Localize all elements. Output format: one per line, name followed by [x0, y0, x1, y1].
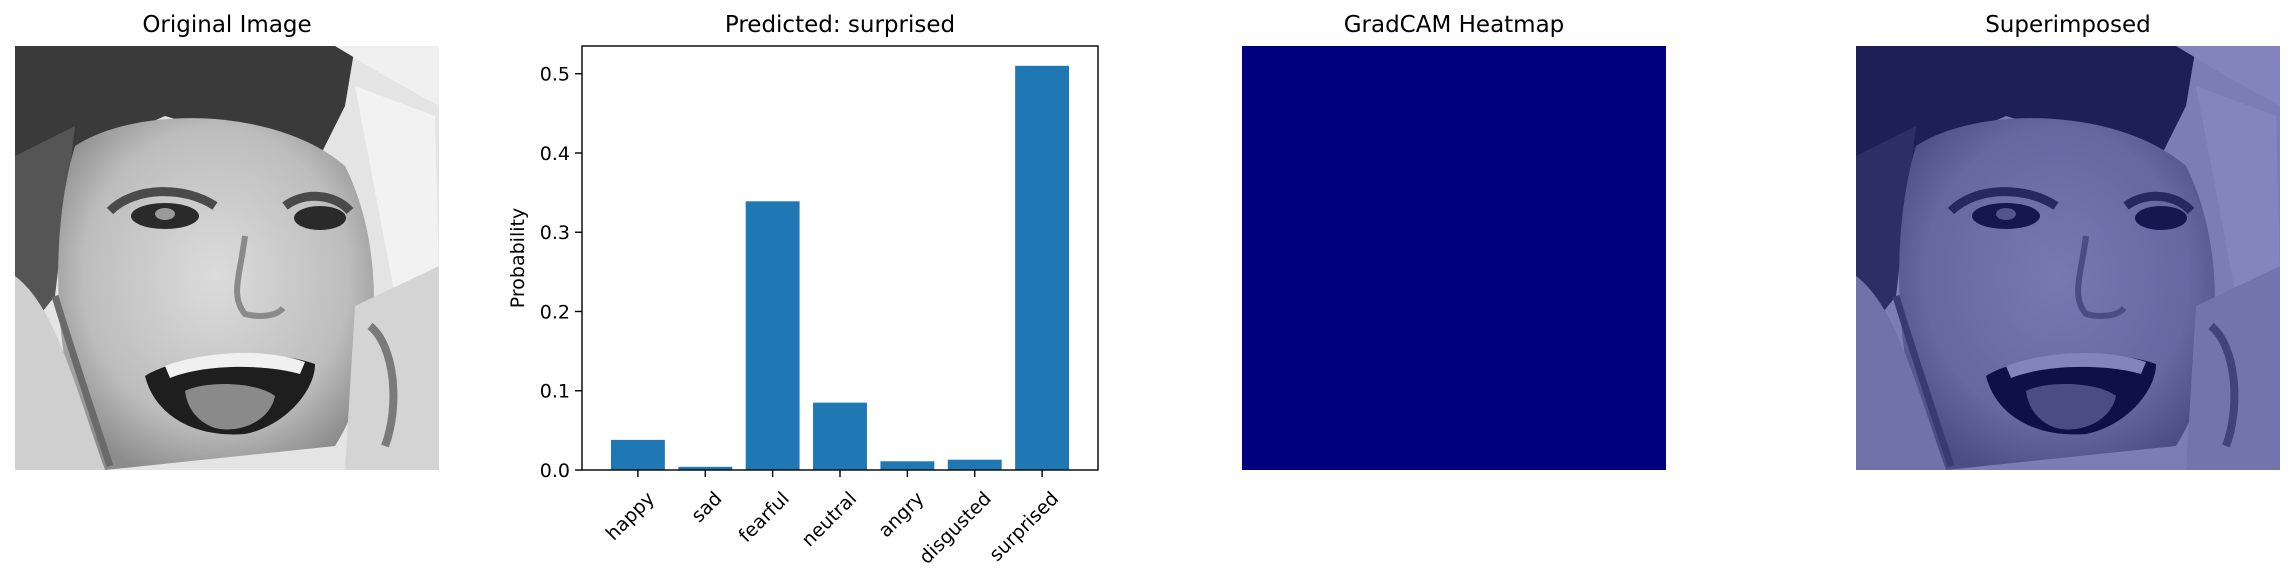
- x-tick-label-fearful: fearful: [734, 488, 793, 547]
- y-tick-label: 0.5: [540, 64, 570, 86]
- y-axis-ticks: 0.0 0.1 0.2 0.3 0.4 0.5: [540, 64, 582, 482]
- x-axis-ticks: happy sad fearful neutral angrydisgustedsurp…: [602, 470, 1063, 569]
- bar-disgusted: [947, 459, 1002, 470]
- y-tick-label: 0.3: [540, 222, 570, 244]
- chart-title: Predicted: surprised: [725, 12, 955, 38]
- gradcam-heatmap-panel: GradCAM Heatmap: [1242, 12, 1666, 470]
- bar-surprised: [1015, 65, 1070, 471]
- original-image-panel: Original Image: [15, 12, 439, 470]
- superimposed-title: Superimposed: [1985, 12, 2151, 38]
- bar-neutral: [813, 402, 867, 470]
- probability-bar-chart: Predicted: surprised 0.00.10.20.30.40.5 …: [507, 12, 1099, 569]
- x-tick-label-disgusted: disgusted: [915, 488, 996, 569]
- bar-happy: [610, 439, 665, 470]
- y-axis-label: Probability: [507, 208, 529, 308]
- x-tick-label-neutral: neutral: [798, 488, 862, 552]
- y-tick-label: 0.2: [540, 301, 570, 323]
- bar-angry: [880, 461, 935, 470]
- x-tick-label-angry: angry: [874, 488, 928, 542]
- heatmap-title: GradCAM Heatmap: [1344, 12, 1565, 38]
- heatmap-image: [1242, 46, 1666, 470]
- x-tick-label-happy: happy: [602, 488, 659, 545]
- x-tick-label-sad: sad: [687, 488, 726, 527]
- bar-fearful: [745, 201, 800, 470]
- y-tick-label: 0.0: [540, 460, 570, 482]
- original-image-title: Original Image: [142, 12, 311, 38]
- x-tick-label-surprised: surprised: [985, 488, 1063, 566]
- superimposed-panel: Superimposed: [1856, 12, 2280, 470]
- y-tick-label: 0.1: [540, 381, 570, 403]
- face-image: [15, 46, 439, 470]
- superimposed-image: [1856, 46, 2280, 470]
- heatmap-overlay: [1856, 46, 2280, 470]
- y-tick-label: 0.4: [540, 143, 570, 165]
- bar-sad: [678, 466, 733, 470]
- bars-group: [610, 65, 1070, 471]
